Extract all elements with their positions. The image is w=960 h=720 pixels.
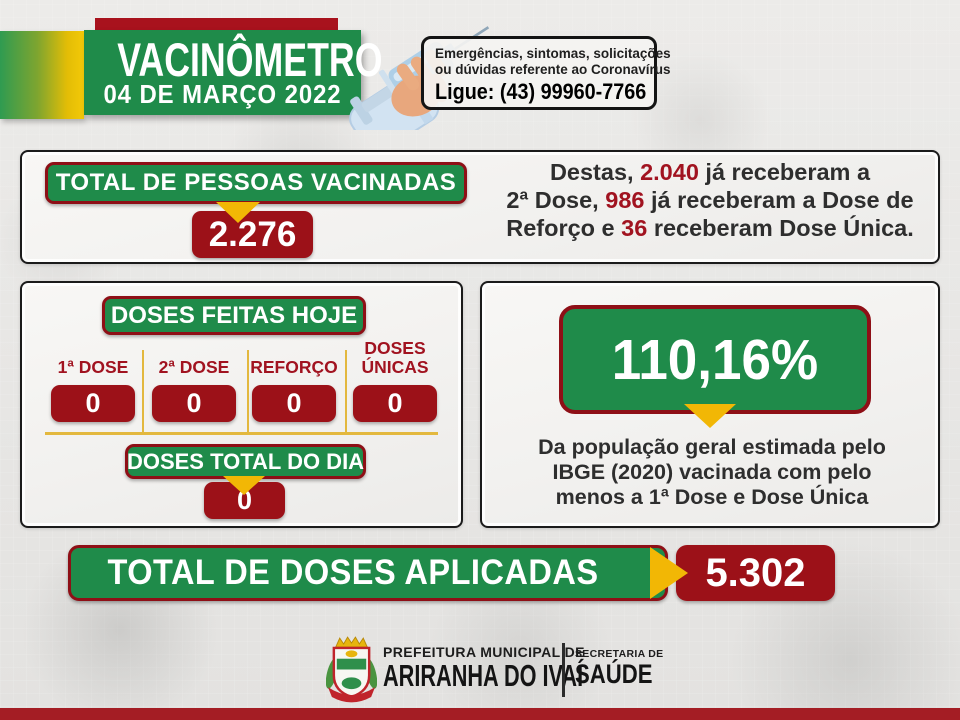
vaccinated-note: Destas, 2.040 já receberam a 2ª Dose, 98… xyxy=(488,158,932,242)
note-number: 986 xyxy=(605,187,645,213)
header-date: 04 DE MARÇO 2022 xyxy=(103,79,342,109)
panel-doses-today: DOSES FEITAS HOJE 1ª DOSE 0 2ª DOSE 0 RE… xyxy=(20,281,463,528)
contact-line-2: ou dúvidas referente ao Coronavírus xyxy=(435,62,671,77)
note-text: 2ª Dose, xyxy=(506,187,606,213)
panel-coverage: 110,16% Da população geral estimada pelo… xyxy=(480,281,940,528)
summary-divider xyxy=(45,432,438,435)
contact-line-1: Emergências, sintomas, solicitações xyxy=(435,46,671,61)
dose-column-2: 2ª DOSE 0 xyxy=(141,335,247,422)
doses-today-label: DOSES FEITAS HOJE xyxy=(110,301,358,329)
note-text: Reforço e xyxy=(506,215,622,241)
arrow-right-icon xyxy=(650,547,688,599)
dose-value: 0 xyxy=(85,388,101,418)
dose-value: 0 xyxy=(186,388,202,418)
total-doses-label: TOTAL DE DOSES APLICADAS xyxy=(107,553,599,592)
dose-column-label: REFORÇO xyxy=(250,357,338,377)
dose-column-label: 1ª DOSE xyxy=(57,357,129,377)
dose-column-value: 0 xyxy=(152,385,236,422)
footer-org-block: PREFEITURA MUNICIPAL DE ARIRANHA DO IVAÍ xyxy=(383,644,669,692)
dose-column-label: DOSES ÚNICAS xyxy=(361,338,429,377)
dose-value: 0 xyxy=(387,388,403,418)
total-doses-value-box: 5.302 xyxy=(676,545,835,601)
column-divider xyxy=(345,350,347,432)
contact-phone: Ligue: (43) 99960-7766 xyxy=(435,79,647,104)
note-text: Destas, xyxy=(549,159,641,185)
dose-column-1: 1ª DOSE 0 xyxy=(40,335,146,422)
footer-dept-block: SECRETARIA DE SAÚDE xyxy=(575,648,670,688)
footer-divider xyxy=(562,643,565,697)
total-doses-label-pill: TOTAL DE DOSES APLICADAS xyxy=(68,545,668,601)
header-banner: VACINÔMETRO 04 DE MARÇO 2022 xyxy=(84,30,383,115)
note-number: 36 xyxy=(621,215,648,241)
gradient-accent xyxy=(0,31,84,119)
dept-name: SAÚDE xyxy=(575,659,653,689)
coverage-desc-line-2: IBGE (2020) vacinada com pelo xyxy=(552,460,872,484)
total-doses-value: 5.302 xyxy=(705,550,806,595)
dose-column-value: 0 xyxy=(252,385,336,422)
arrow-down-icon xyxy=(223,476,265,495)
dose-column-label: 2ª DOSE xyxy=(158,357,230,377)
coverage-desc-line-1: Da população geral estimada pelo xyxy=(538,435,886,459)
total-vaccinated-label: TOTAL DE PESSOAS VACINADAS xyxy=(55,169,457,196)
arrow-down-icon xyxy=(684,404,736,428)
dose-column-value: 0 xyxy=(353,385,437,422)
column-divider xyxy=(247,350,249,432)
dose-column-value: 0 xyxy=(51,385,135,422)
doses-total-label: DOSES TOTAL DO DIA xyxy=(126,448,365,474)
dose-column-3: REFORÇO 0 xyxy=(241,335,347,422)
note-line-1: Destas, 2.040 já receberam a xyxy=(488,158,932,186)
dept-small-label: SECRETARIA DE xyxy=(575,648,664,660)
note-line-3: Reforço e 36 receberam Dose Única. xyxy=(488,214,932,242)
coverage-desc-line-3: menos a 1ª Dose e Dose Única xyxy=(555,485,869,509)
arrow-down-icon xyxy=(216,202,260,223)
org-small-label: PREFEITURA MUNICIPAL DE xyxy=(383,644,585,660)
dose-value: 0 xyxy=(286,388,302,418)
dose-column-4: DOSES ÚNICAS 0 xyxy=(342,335,448,422)
coverage-value: 110,16% xyxy=(611,327,819,392)
note-text: já receberam a Dose de xyxy=(644,187,914,213)
doses-today-label-pill: DOSES FEITAS HOJE xyxy=(102,296,366,335)
total-vaccinated-label-pill: TOTAL DE PESSOAS VACINADAS xyxy=(45,162,467,204)
coverage-description: Da população geral estimada pelo IBGE (2… xyxy=(500,435,924,510)
page-title: VACINÔMETRO xyxy=(117,33,383,86)
note-line-2: 2ª Dose, 986 já receberam a Dose de xyxy=(488,186,932,214)
column-divider xyxy=(142,350,144,432)
note-text: já receberam a xyxy=(698,159,871,185)
doses-total-label-pill: DOSES TOTAL DO DIA xyxy=(125,444,366,479)
contact-box: Emergências, sintomas, solicitações ou d… xyxy=(421,36,671,110)
note-text: receberam Dose Única. xyxy=(647,215,914,241)
footer-red-bar xyxy=(0,708,960,720)
note-number: 2.040 xyxy=(640,159,699,185)
municipal-coat-of-arms-icon xyxy=(326,636,377,703)
org-name: ARIRANHA DO IVAÍ xyxy=(383,658,584,693)
coverage-value-box: 110,16% xyxy=(559,305,871,414)
